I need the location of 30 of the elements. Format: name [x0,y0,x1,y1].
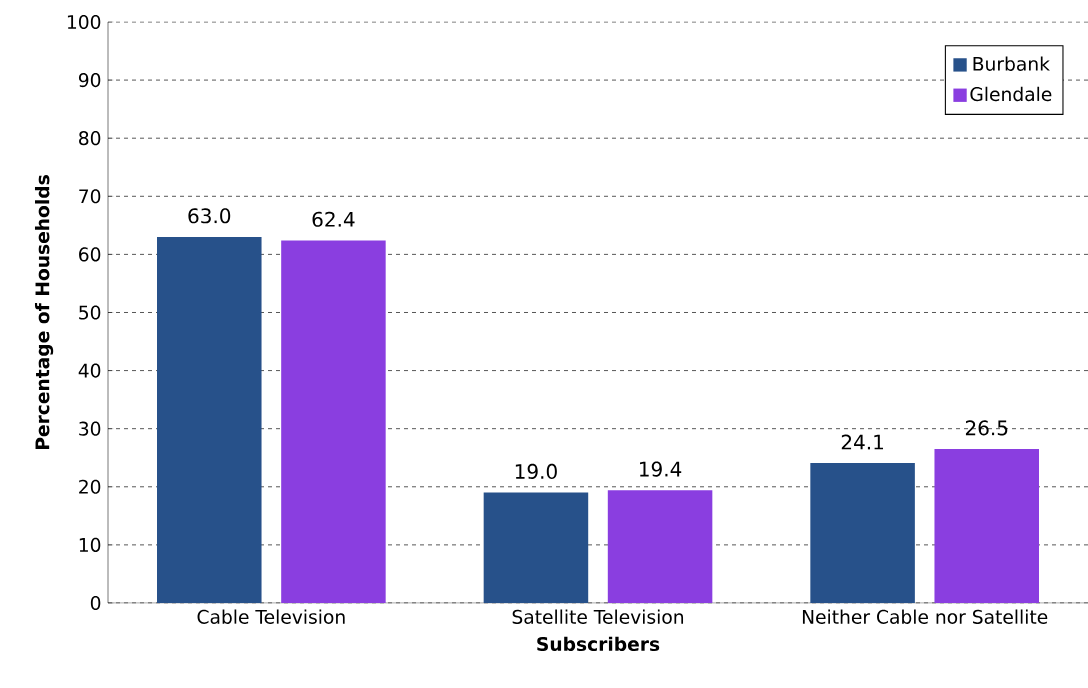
y-tick-label: 40 [78,363,101,378]
y-axis-title: Percentage of Households [34,175,54,450]
y-tick-label: 10 [79,537,101,552]
bar [934,449,1039,603]
x-tick-label: Cable Television [197,609,345,624]
y-tick-label: 100 [67,14,101,30]
y-tick-label: 0 [90,595,101,611]
y-tick-label: 20 [79,479,101,494]
data-label: 19.0 [515,463,557,480]
data-label: 26.5 [965,420,1008,436]
x-tick-label: Neither Cable nor Satellite [802,609,1048,624]
bar [281,240,386,603]
bar [810,462,915,603]
data-label: 19.4 [640,461,682,477]
y-tick-label: 30 [79,421,101,436]
x-tick-label: Satellite Television [512,609,684,624]
y-tick-label: 60 [79,247,101,262]
bar [157,236,262,603]
y-tick-label: 70 [79,189,101,204]
legend-label: Burbank [973,56,1050,71]
bar [607,490,713,603]
y-tick-label: 80 [79,131,101,146]
bar [483,492,589,603]
data-label: 24.1 [841,434,884,450]
y-tick-label: 50 [79,305,101,320]
legend-label: Glendale [970,86,1052,102]
x-axis-title: Subscribers [537,636,660,652]
data-label: 63.0 [188,208,231,224]
y-tick-label: 90 [78,73,101,88]
data-label: 62.4 [312,211,355,227]
